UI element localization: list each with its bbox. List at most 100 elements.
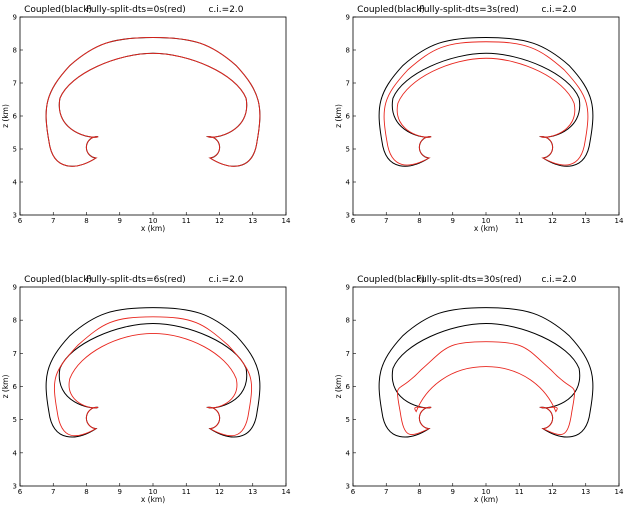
- series-split: [54, 316, 252, 437]
- y-tick-label: 8: [13, 47, 17, 55]
- x-tick-label: 6: [351, 488, 356, 496]
- contour-line: [45, 307, 261, 438]
- x-tick-label: 9: [118, 217, 122, 225]
- x-tick-label: 10: [482, 217, 491, 225]
- contour-line: [45, 37, 261, 167]
- x-tick-label: 11: [182, 217, 191, 225]
- x-axis-label: x (km): [474, 495, 498, 504]
- x-tick-label: 14: [282, 488, 291, 496]
- x-axis-label: x (km): [141, 495, 165, 504]
- y-tick-label: 3: [346, 212, 350, 220]
- x-tick-label: 13: [248, 488, 257, 496]
- panel-title-left: Coupled(black): [357, 275, 425, 285]
- x-tick-label: 6: [351, 217, 356, 225]
- x-tick-label: 14: [615, 488, 624, 496]
- x-axis-label: x (km): [474, 224, 498, 233]
- y-tick-label: 9: [346, 14, 350, 22]
- series-split: [383, 41, 589, 166]
- x-tick-label: 13: [581, 217, 590, 225]
- y-axis-label: z (km): [1, 104, 10, 128]
- y-tick-label: 5: [346, 146, 350, 154]
- contour-line: [378, 36, 594, 167]
- y-tick-label: 3: [346, 483, 350, 491]
- contour-line: [378, 307, 594, 438]
- panel-title-left: Coupled(black): [24, 5, 92, 15]
- y-tick-label: 8: [13, 317, 17, 325]
- panel-1: Coupled(black)Fully-split-dts=0s(red) c.i…: [1, 5, 291, 233]
- panel-title-left: Coupled(black): [357, 5, 425, 15]
- y-tick-label: 6: [346, 383, 351, 391]
- panel-title-mid: Fully-split-dts=30s(red): [416, 275, 521, 285]
- series-coupled: [45, 307, 261, 438]
- x-tick-label: 10: [149, 217, 158, 225]
- plot-frame: [352, 16, 620, 216]
- x-tick-label: 6: [18, 217, 23, 225]
- y-tick-label: 8: [346, 317, 350, 325]
- y-tick-label: 7: [13, 80, 17, 88]
- contour-line: [45, 36, 261, 167]
- x-tick-label: 6: [18, 488, 23, 496]
- panel-title-right: c.i.=2.0: [541, 275, 576, 285]
- y-tick-label: 5: [13, 416, 17, 424]
- x-tick-label: 7: [51, 488, 55, 496]
- x-tick-label: 11: [182, 488, 191, 496]
- y-axis-label: z (km): [334, 104, 343, 128]
- y-tick-label: 8: [346, 47, 350, 55]
- y-tick-label: 3: [13, 483, 17, 491]
- x-tick-label: 13: [581, 488, 590, 496]
- panel-4: Coupled(black)Fully-split-dts=30s(red) c.…: [334, 275, 624, 504]
- x-tick-label: 12: [215, 488, 224, 496]
- x-tick-label: 11: [515, 488, 524, 496]
- y-tick-label: 4: [13, 449, 18, 457]
- series-coupled: [45, 36, 261, 167]
- y-tick-label: 6: [13, 113, 18, 121]
- x-tick-label: 10: [482, 488, 491, 496]
- x-tick-label: 8: [84, 488, 88, 496]
- x-tick-label: 10: [149, 488, 158, 496]
- x-tick-label: 14: [282, 217, 291, 225]
- y-axis-label: z (km): [334, 375, 343, 399]
- panel-title-right: c.i.=2.0: [208, 275, 243, 285]
- x-tick-label: 9: [118, 488, 122, 496]
- y-tick-label: 9: [13, 284, 17, 292]
- plot-frame: [352, 286, 620, 487]
- x-tick-label: 12: [215, 217, 224, 225]
- x-tick-label: 12: [548, 488, 557, 496]
- x-tick-label: 7: [384, 217, 388, 225]
- x-tick-label: 13: [248, 217, 257, 225]
- panel-2: Coupled(black)Fully-split-dts=3s(red) c.i…: [334, 5, 624, 233]
- y-tick-label: 6: [346, 113, 351, 121]
- x-tick-label: 7: [384, 488, 388, 496]
- y-tick-label: 7: [346, 80, 350, 88]
- y-tick-label: 4: [346, 179, 351, 187]
- panel-title-left: Coupled(black): [24, 275, 92, 285]
- series-coupled: [378, 307, 594, 438]
- x-tick-label: 12: [548, 217, 557, 225]
- x-tick-label: 8: [417, 488, 421, 496]
- panel-title-right: c.i.=2.0: [541, 5, 576, 15]
- x-tick-label: 7: [51, 217, 55, 225]
- x-tick-label: 9: [451, 217, 455, 225]
- x-tick-label: 9: [451, 488, 455, 496]
- y-tick-label: 9: [346, 284, 350, 292]
- y-tick-label: 9: [13, 14, 17, 22]
- contour-line: [383, 41, 589, 166]
- y-tick-label: 4: [13, 179, 18, 187]
- y-tick-label: 7: [13, 350, 17, 358]
- x-tick-label: 11: [515, 217, 524, 225]
- series-split: [396, 341, 576, 436]
- x-tick-label: 14: [615, 217, 624, 225]
- panel-title-mid: Fully-split-dts=3s(red): [419, 5, 519, 15]
- x-axis-label: x (km): [141, 224, 165, 233]
- x-tick-label: 8: [417, 217, 421, 225]
- contour-line: [396, 341, 576, 436]
- panel-title-mid: Fully-split-dts=6s(red): [86, 275, 186, 285]
- panel-title-mid: Fully-split-dts=0s(red): [86, 5, 186, 15]
- y-tick-label: 7: [346, 350, 350, 358]
- panel-title-right: c.i.=2.0: [208, 5, 243, 15]
- series-split: [45, 37, 261, 167]
- y-tick-label: 4: [346, 449, 351, 457]
- panel-3: Coupled(black)Fully-split-dts=6s(red) c.i…: [1, 275, 291, 504]
- y-tick-label: 3: [13, 212, 17, 220]
